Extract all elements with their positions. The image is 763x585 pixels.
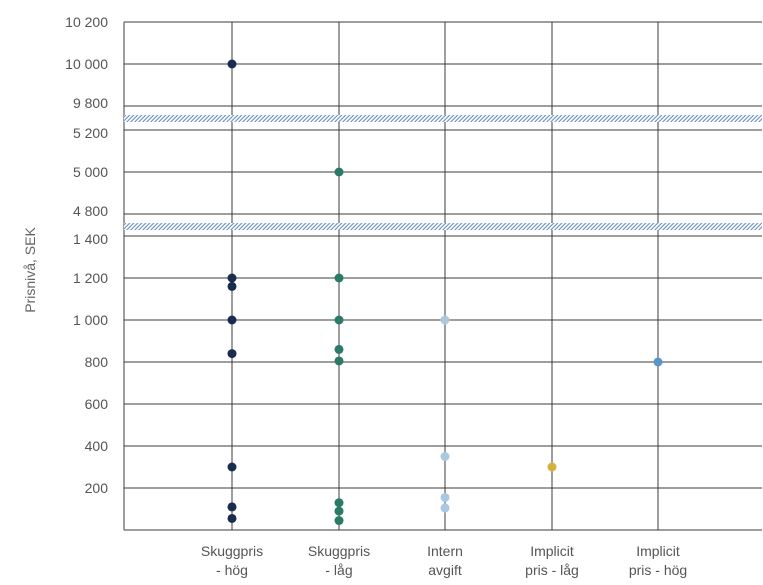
x-category-label: Implicit <box>530 543 574 559</box>
y-tick-label: 5 000 <box>73 164 108 180</box>
data-point <box>227 513 237 523</box>
x-category-label: Skuggpris <box>201 543 263 559</box>
data-point <box>440 492 450 502</box>
y-tick-label: 200 <box>85 480 109 496</box>
x-category-label: avgift <box>428 562 462 578</box>
grid <box>123 21 762 531</box>
data-point <box>227 273 237 283</box>
y-tick-label: 1 200 <box>73 270 108 286</box>
y-tick-labels: 10 200 10 000 9 800 5 200 5 000 4 800 1 400 1 2… <box>65 14 108 496</box>
data-point <box>227 462 237 472</box>
data-point <box>227 59 237 69</box>
y-tick-label: 9 800 <box>73 95 108 111</box>
data-point <box>440 452 450 461</box>
data-point <box>334 315 344 325</box>
x-category-label: pris - låg <box>525 562 579 578</box>
data-points <box>227 59 663 526</box>
data-point <box>653 357 663 367</box>
axis-break-hatch <box>124 115 762 122</box>
y-tick-label: 10 200 <box>65 14 108 30</box>
x-category-labels: Skuggpris - hög Skuggpris - låg Intern avgift… <box>201 543 687 578</box>
y-tick-label: 1 400 <box>73 231 108 247</box>
axis-breaks <box>124 115 762 230</box>
y-tick-label: 800 <box>85 354 109 370</box>
data-point <box>440 503 450 513</box>
x-category-label: pris - hög <box>629 562 687 578</box>
y-tick-label: 600 <box>85 396 109 412</box>
data-point <box>440 315 450 325</box>
y-tick-label: 5 200 <box>73 125 108 141</box>
y-tick-label: 10 000 <box>65 56 108 72</box>
x-category-label: - hög <box>216 562 248 578</box>
data-point <box>334 356 344 366</box>
data-point <box>227 349 237 359</box>
data-point <box>227 315 237 325</box>
data-point <box>334 498 344 508</box>
data-point <box>227 502 237 512</box>
data-point <box>334 273 344 283</box>
data-point <box>334 344 344 354</box>
y-tick-label: 400 <box>85 438 109 454</box>
x-category-label: Skuggpris <box>308 543 370 559</box>
data-point <box>227 281 237 291</box>
y-tick-label: 1 000 <box>73 312 108 328</box>
y-axis-label: Prisnivå, SEK <box>22 227 38 313</box>
data-point <box>334 506 344 516</box>
x-category-label: - låg <box>325 562 352 578</box>
data-point <box>334 167 344 177</box>
x-category-label: Intern <box>427 543 463 559</box>
data-point <box>547 462 557 472</box>
x-category-label: Implicit <box>636 543 680 559</box>
data-point <box>334 516 344 526</box>
axis-break-hatch <box>124 223 762 230</box>
y-tick-label: 4 800 <box>73 203 108 219</box>
